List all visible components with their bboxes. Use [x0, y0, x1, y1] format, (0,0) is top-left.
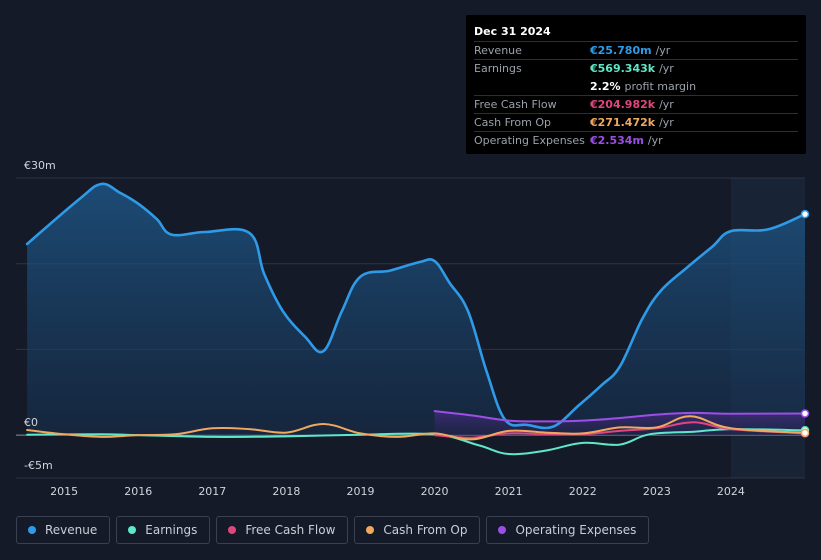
x-tick-label: 2019	[346, 485, 374, 498]
earnings-line	[26, 428, 806, 456]
x-tick-label: 2023	[643, 485, 671, 498]
tooltip-label: Free Cash Flow	[474, 97, 557, 111]
tooltip-row-revenue: Revenue €25.780m /yr	[474, 41, 798, 59]
x-tick-label: 2018	[272, 485, 300, 498]
tooltip-unit: /yr	[655, 44, 671, 57]
tooltip-row-fcf: Free Cash Flow €204.982k /yr	[474, 94, 798, 113]
legend-item-revenue[interactable]: Revenue	[16, 516, 111, 544]
x-tick-label: 2017	[198, 485, 226, 498]
legend-label: Revenue	[45, 523, 98, 537]
tooltip-value: €25.780m	[590, 44, 652, 57]
tooltip-value: €2.534m	[590, 134, 644, 148]
x-tick-label: 2015	[50, 485, 78, 498]
revenue-line	[25, 182, 807, 430]
legend-dot-icon	[228, 526, 237, 534]
tooltip-unit: profit margin	[624, 79, 697, 93]
tooltip-row-cfo: Cash From Op €271.472k /yr	[474, 113, 798, 131]
legend-dot-icon	[28, 526, 36, 534]
revenue-endpoint	[800, 209, 810, 219]
tooltip-value: €569.343k	[590, 62, 656, 76]
y-tick-label: -€5m	[24, 459, 53, 472]
tooltip-date: Dec 31 2024	[474, 25, 551, 38]
tooltip-value: €204.982k	[590, 97, 656, 111]
legend-item-operating-expenses[interactable]: Operating Expenses	[486, 516, 650, 544]
legend-dot-icon	[128, 526, 137, 534]
legend-item-earnings[interactable]: Earnings	[116, 516, 211, 544]
legend-dot-icon	[498, 526, 507, 534]
x-tick-label: 2022	[569, 485, 597, 498]
legend-item-free-cash-flow[interactable]: Free Cash Flow	[216, 516, 349, 544]
tooltip-label: Earnings	[474, 62, 522, 76]
tooltip-label: Operating Expenses	[474, 134, 585, 148]
legend-label: Earnings	[145, 523, 198, 537]
legend: Revenue Earnings Free Cash Flow Cash Fro…	[16, 516, 650, 544]
tooltip-unit: /yr	[659, 62, 674, 76]
y-tick-label: €0	[24, 416, 38, 429]
revenue-area	[27, 183, 806, 436]
tooltip-panel: Dec 31 2024 Revenue €25.780m /yr Earning…	[466, 15, 806, 154]
cash-from-op-endpoint	[800, 428, 810, 438]
x-tick-label: 2016	[124, 485, 152, 498]
tooltip-row-earnings: Earnings €569.343k /yr	[474, 59, 798, 77]
tooltip-unit: /yr	[647, 134, 663, 148]
tooltip-row-margin: 2.2% profit margin	[474, 78, 798, 95]
tooltip-label: Revenue	[474, 44, 522, 57]
legend-label: Free Cash Flow	[245, 523, 336, 537]
legend-item-cash-from-op[interactable]: Cash From Op	[354, 516, 481, 544]
legend-dot-icon	[366, 526, 375, 534]
operating-expenses-endpoint	[800, 409, 810, 418]
legend-label: Cash From Op	[383, 523, 468, 537]
y-tick-label: €30m	[24, 159, 56, 172]
tooltip-row-opex: Operating Expenses €2.534m /yr	[474, 131, 798, 149]
tooltip-label	[474, 78, 590, 95]
tooltip-label: Cash From Op	[474, 116, 552, 130]
tooltip-unit: /yr	[659, 97, 674, 111]
tooltip-value: 2.2%	[590, 79, 621, 93]
tooltip-unit: /yr	[659, 116, 674, 130]
x-tick-label: 2021	[495, 485, 523, 498]
cash-from-op-line	[26, 415, 806, 441]
tooltip-value: €271.472k	[590, 116, 656, 130]
x-tick-label: 2020	[421, 485, 449, 498]
legend-label: Operating Expenses	[515, 523, 637, 537]
x-tick-label: 2024	[717, 485, 745, 498]
operating-expenses-line	[433, 410, 806, 423]
